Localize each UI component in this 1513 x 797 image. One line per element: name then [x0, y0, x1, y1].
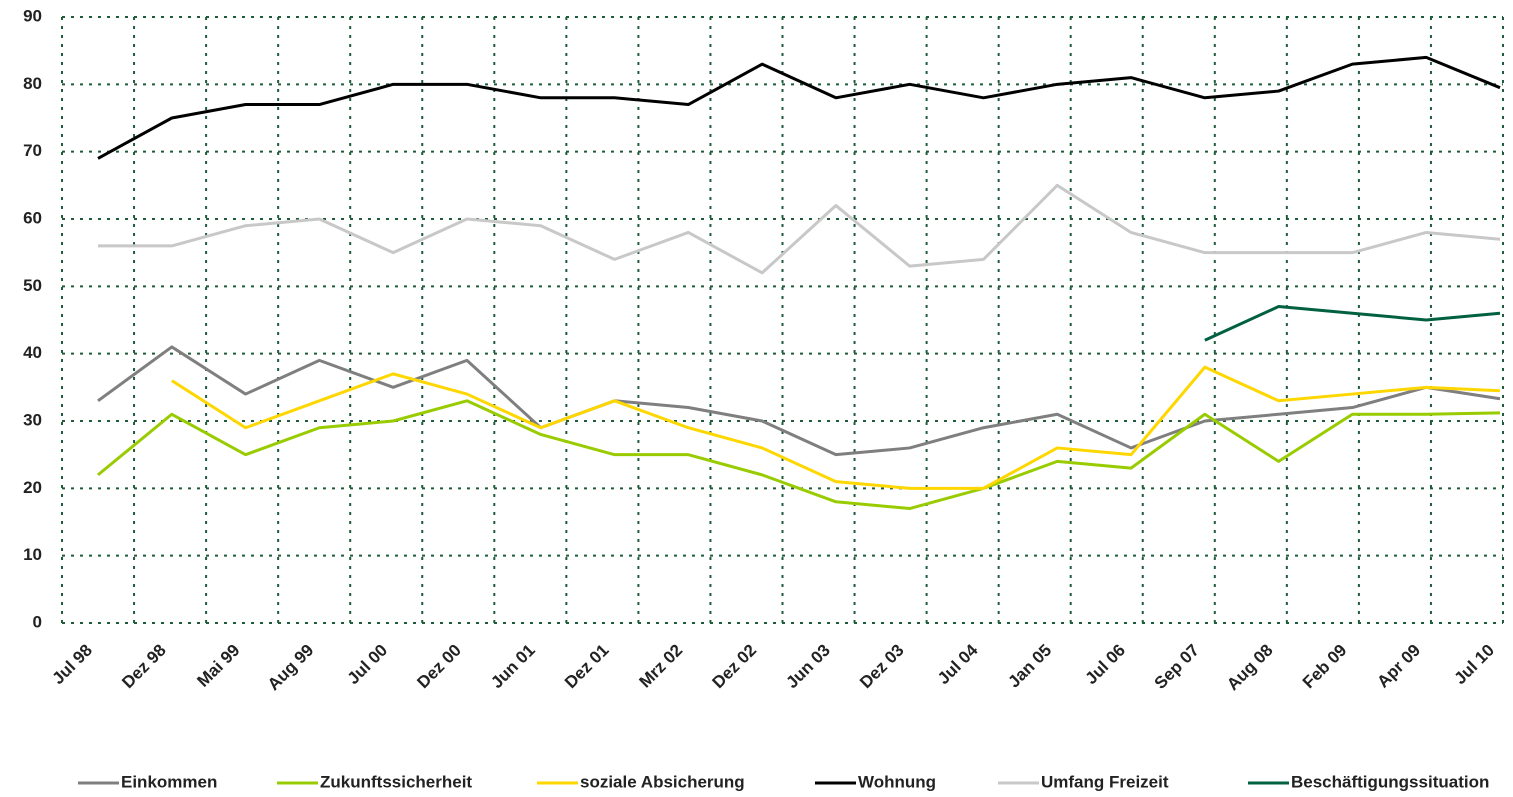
x-tick-label: Jul 00 [344, 641, 392, 689]
x-tick-label: Apr 09 [1373, 641, 1424, 692]
legend-label: Umfang Freizeit [1041, 772, 1169, 791]
x-tick-label: Jul 98 [48, 641, 96, 689]
x-tick-label: Mai 99 [193, 641, 243, 691]
x-tick-label: Aug 08 [1223, 641, 1277, 695]
x-tick-label: Jul 04 [934, 640, 982, 688]
legend-item: Umfang Freizeit [998, 772, 1169, 791]
x-tick-label: Dez 01 [561, 641, 613, 693]
legend-label: Beschäftigungssituation [1291, 772, 1489, 791]
y-tick-label: 90 [23, 6, 42, 25]
x-tick-label: Dez 03 [856, 641, 908, 693]
legend-label: Einkommen [121, 772, 217, 791]
x-tick-label: Dez 98 [118, 641, 170, 693]
x-tick-label: Feb 09 [1299, 641, 1351, 693]
y-tick-label: 80 [23, 74, 42, 93]
y-tick-label: 10 [23, 545, 42, 564]
legend-item: soziale Absicherung [537, 772, 745, 791]
x-tick-label: Jul 10 [1450, 641, 1498, 689]
y-tick-label: 0 [33, 612, 42, 631]
series-line [98, 183, 1501, 275]
series-line [97, 399, 1501, 511]
x-tick-label: Jun 01 [487, 641, 539, 693]
legend-label: Wohnung [858, 772, 936, 791]
x-tick-label: Aug 99 [264, 641, 318, 695]
x-tick-label: Jul 06 [1082, 641, 1130, 689]
x-tick-label: Sep 07 [1151, 641, 1203, 693]
x-tick-label: Jun 03 [782, 641, 834, 693]
x-tick-label: Dez 00 [413, 641, 465, 693]
legend-item: Einkommen [78, 772, 217, 791]
y-tick-label: 50 [23, 276, 42, 295]
legend-item: Beschäftigungssituation [1248, 772, 1489, 791]
series-line [1204, 305, 1501, 342]
y-tick-label: 30 [23, 410, 42, 429]
legend-label: soziale Absicherung [580, 772, 745, 791]
x-tick-label: Dez 02 [709, 641, 761, 693]
legend-label: Zukunftssicherheit [320, 772, 472, 791]
x-tick-label: Mrz 02 [635, 641, 686, 692]
series-line [97, 55, 1501, 160]
series-line [97, 345, 1501, 457]
legend-item: Wohnung [815, 772, 936, 791]
series-line [170, 365, 1501, 490]
y-tick-label: 70 [23, 141, 42, 160]
y-tick-label: 60 [23, 208, 42, 227]
y-tick-label: 40 [23, 343, 42, 362]
x-tick-label: Jan 05 [1004, 641, 1055, 692]
legend-item: Zukunftssicherheit [277, 772, 472, 791]
y-tick-label: 20 [23, 478, 42, 497]
